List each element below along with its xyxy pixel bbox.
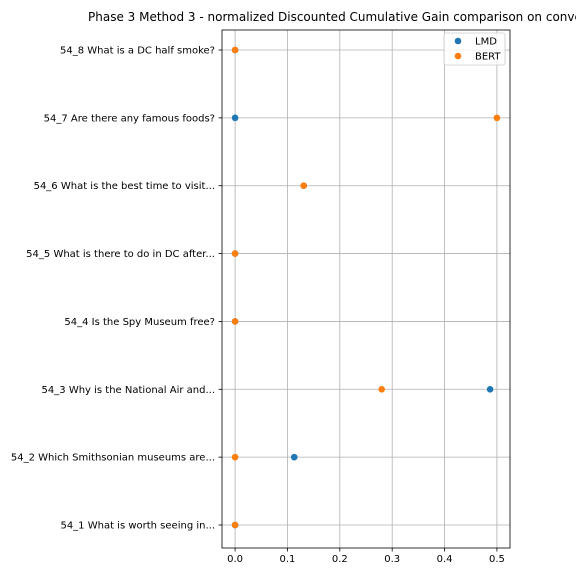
data-point-bert <box>493 114 501 122</box>
x-tick-label: 0.5 <box>489 554 505 565</box>
legend-label: BERT <box>475 52 501 63</box>
grid <box>222 30 510 548</box>
x-tick-label: 0.0 <box>227 554 243 565</box>
y-tick-label: 54_5 What is there to do in DC after... <box>26 249 215 260</box>
data-point-bert <box>231 318 239 325</box>
y-tick-label: 54_3 Why is the National Air and... <box>42 385 215 396</box>
data-point-bert <box>300 182 307 190</box>
y-tick-label: 54_6 What is the best time to visit... <box>34 181 215 192</box>
data-point-lmd <box>231 114 239 122</box>
x-tick-label: 0.1 <box>280 554 296 565</box>
y-tick-label: 54_7 Are there any famous foods? <box>44 113 215 124</box>
y-tick-label: 54_8 What is a DC half smoke? <box>60 46 215 57</box>
y-tick-label: 54_4 Is the Spy Museum free? <box>64 317 215 328</box>
data-points <box>231 46 501 529</box>
x-tick-label: 0.2 <box>332 554 348 565</box>
y-tick-label: 54_2 Which Smithsonian museums are... <box>11 453 215 464</box>
chart-title: Phase 3 Method 3 - normalized Discounted… <box>88 10 576 24</box>
data-point-bert <box>231 521 239 529</box>
plot-frame <box>221 29 511 549</box>
data-point-bert <box>231 453 239 461</box>
data-point-bert <box>231 46 239 54</box>
legend-marker <box>454 52 462 60</box>
data-point-lmd <box>290 453 298 461</box>
data-point-lmd <box>486 385 494 393</box>
legend: LMD BERT <box>443 32 506 66</box>
legend-label: LMD <box>475 37 497 48</box>
legend-marker <box>454 37 462 45</box>
x-tick-label: 0.3 <box>384 554 400 565</box>
data-point-bert <box>231 250 239 257</box>
x-tick-label: 0.4 <box>437 554 453 565</box>
y-tick-label: 54_1 What is worth seeing in... <box>60 521 215 532</box>
axis-ticks: 0.0 0.1 0.2 0.3 0.4 0.5 54_1 What is worth see… <box>11 46 505 566</box>
data-point-bert <box>378 385 386 393</box>
